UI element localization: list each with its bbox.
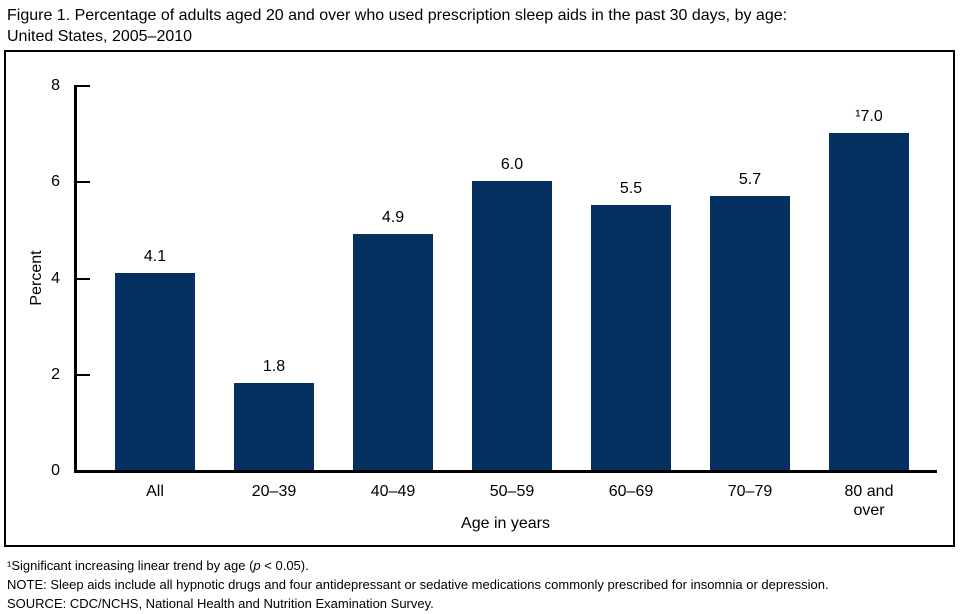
y-axis-tick: [77, 85, 90, 87]
x-category-label: 80 and over: [844, 483, 894, 519]
y-axis-line: [74, 85, 77, 473]
figure-title: Figure 1. Percentage of adults aged 20 a…: [7, 5, 787, 47]
y-axis-tick: [77, 374, 90, 376]
x-category-label: All: [146, 483, 164, 500]
x-category-label: 50–59: [489, 483, 535, 500]
bar: [353, 234, 433, 470]
bar: [234, 383, 314, 470]
bar-value-label: 5.5: [619, 180, 643, 197]
plot-frame: Percent Age in years 0 2 4 6 8 4.1 All 1.8 20–39…: [4, 50, 955, 547]
bar: [829, 133, 909, 470]
bar: [115, 273, 195, 470]
bar-value-label: 4.1: [143, 248, 167, 265]
bar-value-label: 6.0: [500, 156, 524, 173]
y-axis-tick: [77, 278, 90, 280]
bar-value-label: ¹7.0: [855, 108, 883, 125]
footnote-trend: ¹Significant increasing linear trend by …: [7, 556, 829, 575]
footnote-source: SOURCE: CDC/NCHS, National Health and Nu…: [7, 596, 434, 611]
footnote-note: NOTE: Sleep aids include all hypnotic dr…: [7, 577, 829, 592]
y-tick-label: 2: [51, 366, 60, 383]
footnote-trend-p: p: [253, 558, 261, 573]
y-tick-label: 6: [51, 173, 60, 190]
y-tick-label: 0: [51, 462, 60, 479]
y-axis-tick: [77, 181, 90, 183]
x-category-label: 40–49: [370, 483, 416, 500]
x-category-label: 70–79: [727, 483, 773, 500]
bar-value-label: 4.9: [381, 209, 405, 226]
x-category-label: 60–69: [608, 483, 654, 500]
footnote-trend-prefix: ¹Significant increasing linear trend by …: [7, 558, 254, 573]
figure-title-line2: United States, 2005–2010: [7, 28, 193, 45]
x-axis-line: [74, 470, 937, 473]
bar: [591, 205, 671, 470]
bar-value-label: 1.8: [262, 358, 286, 375]
footnote-trend-suffix: < 0.05).: [260, 558, 309, 573]
figure-title-line1: Figure 1. Percentage of adults aged 20 a…: [7, 7, 788, 24]
x-axis-title: Age in years: [461, 515, 550, 532]
footnotes: ¹Significant increasing linear trend by …: [7, 556, 829, 613]
bar: [710, 196, 790, 470]
bar: [472, 181, 552, 470]
bar-value-label: 5.7: [738, 171, 762, 188]
y-tick-label: 4: [51, 270, 60, 287]
x-category-label: 20–39: [251, 483, 297, 500]
y-tick-label: 8: [51, 77, 60, 94]
